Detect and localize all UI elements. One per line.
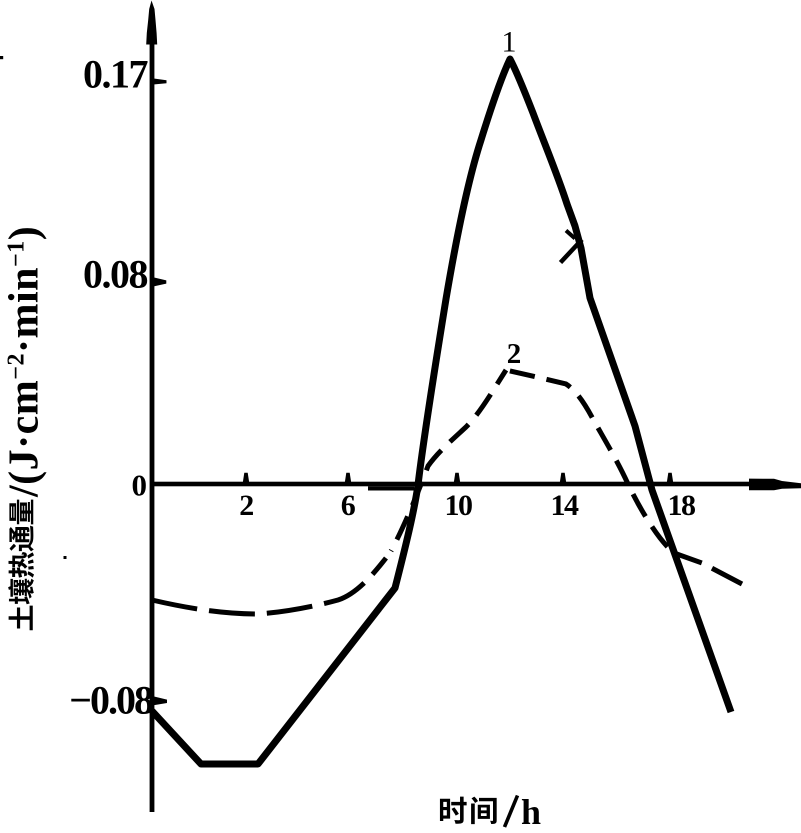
- svg-text:10: 10: [445, 489, 473, 522]
- svg-text:0.08: 0.08: [83, 252, 148, 297]
- svg-text:1: 1: [502, 26, 517, 59]
- svg-text:0.17: 0.17: [83, 52, 149, 97]
- svg-text:14: 14: [551, 489, 580, 522]
- svg-text:/(J·cm−2·min−1): /(J·cm−2·min−1): [2, 226, 48, 498]
- svg-text:0: 0: [132, 468, 148, 503]
- svg-text:−0.08: −0.08: [69, 678, 153, 723]
- svg-text:6: 6: [341, 489, 356, 522]
- svg-text:18: 18: [668, 489, 696, 522]
- svg-text:h: h: [521, 792, 541, 828]
- svg-text:2: 2: [239, 489, 253, 522]
- svg-text:2: 2: [507, 338, 522, 370]
